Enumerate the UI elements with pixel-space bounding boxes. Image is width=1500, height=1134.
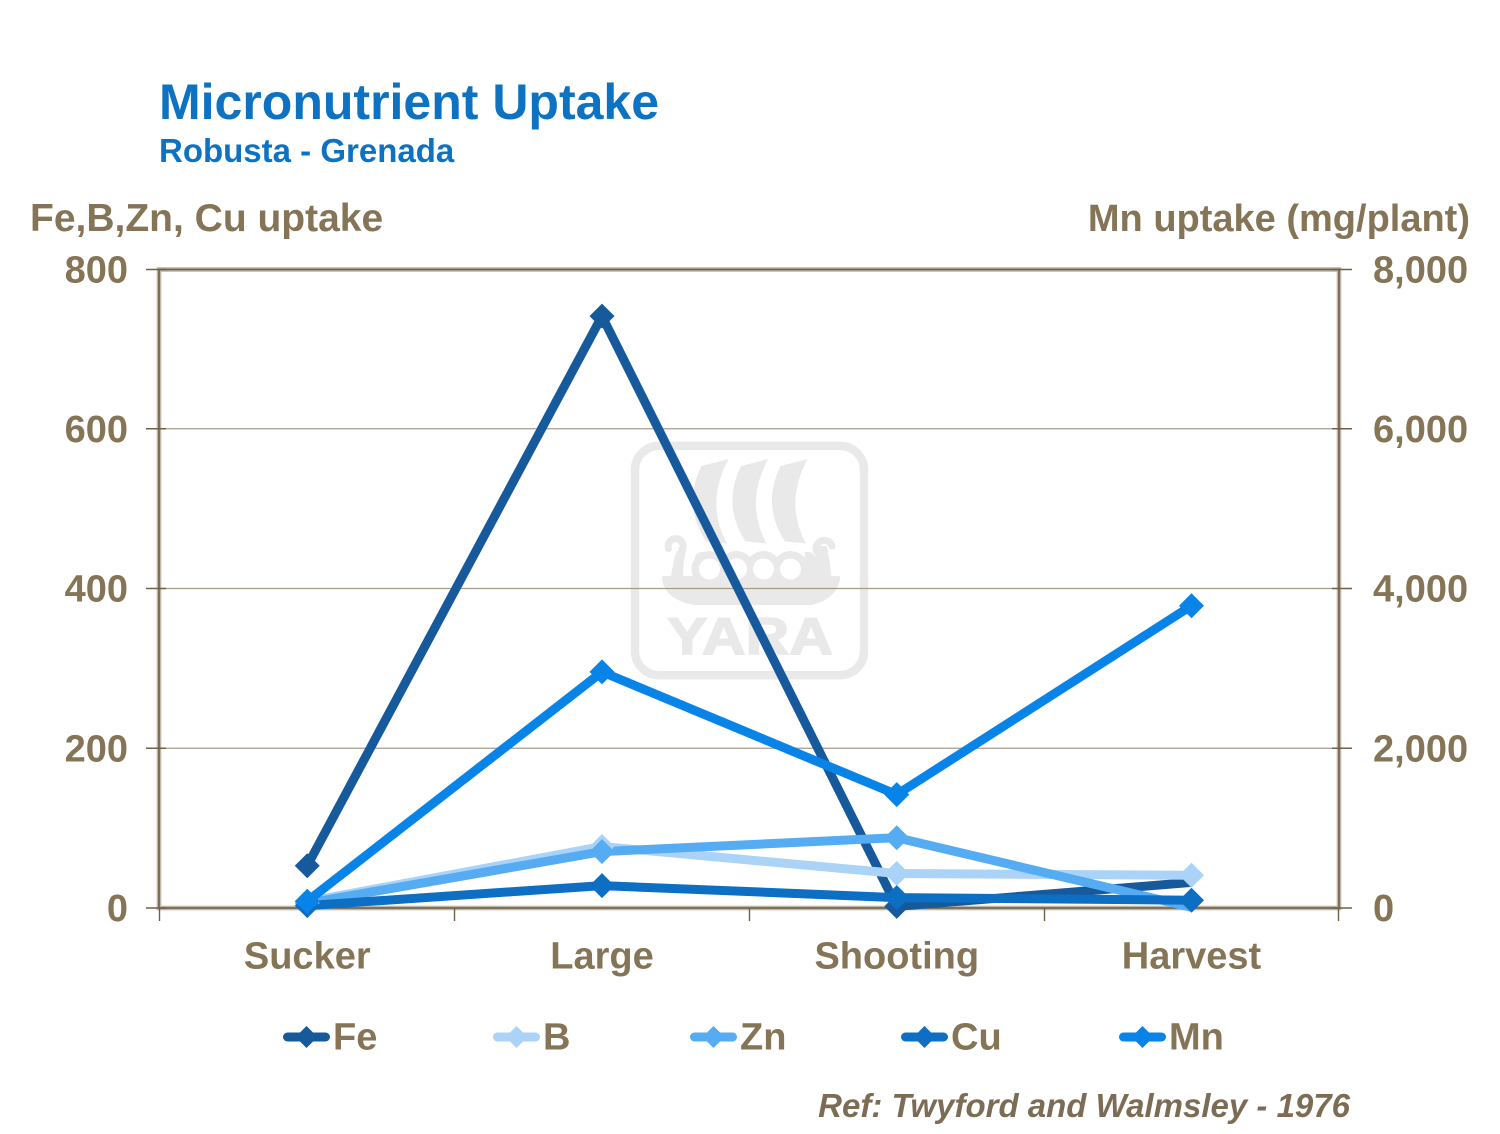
svg-text:0: 0 bbox=[1373, 888, 1394, 930]
svg-text:Mn uptake (mg/plant): Mn uptake (mg/plant) bbox=[1088, 198, 1470, 240]
svg-text:Fe,B,Zn, Cu uptake: Fe,B,Zn, Cu uptake bbox=[30, 197, 383, 240]
svg-text:Shooting: Shooting bbox=[814, 936, 979, 978]
svg-text:Zn: Zn bbox=[740, 1017, 786, 1059]
svg-text:Ref: Twyford and Walmsley - 19: Ref: Twyford and Walmsley - 1976 bbox=[818, 1087, 1350, 1124]
svg-text:Cu: Cu bbox=[951, 1017, 1002, 1059]
svg-text:Fe: Fe bbox=[333, 1017, 377, 1059]
svg-text:600: 600 bbox=[65, 409, 128, 451]
svg-text:2,000: 2,000 bbox=[1373, 728, 1468, 770]
svg-text:0: 0 bbox=[107, 888, 128, 930]
svg-text:Micronutrient Uptake: Micronutrient Uptake bbox=[159, 74, 659, 130]
svg-text:Large: Large bbox=[550, 936, 653, 978]
svg-text:4,000: 4,000 bbox=[1373, 569, 1468, 611]
svg-text:8,000: 8,000 bbox=[1373, 250, 1468, 292]
svg-text:Harvest: Harvest bbox=[1122, 936, 1262, 978]
svg-text:200: 200 bbox=[65, 728, 128, 770]
svg-text:400: 400 bbox=[65, 569, 128, 611]
svg-text:B: B bbox=[543, 1017, 570, 1059]
svg-text:800: 800 bbox=[65, 250, 128, 292]
svg-text:6,000: 6,000 bbox=[1373, 409, 1468, 451]
svg-text:Mn: Mn bbox=[1169, 1017, 1224, 1059]
svg-text:Sucker: Sucker bbox=[244, 936, 371, 978]
svg-text:Robusta - Grenada: Robusta - Grenada bbox=[159, 132, 455, 169]
